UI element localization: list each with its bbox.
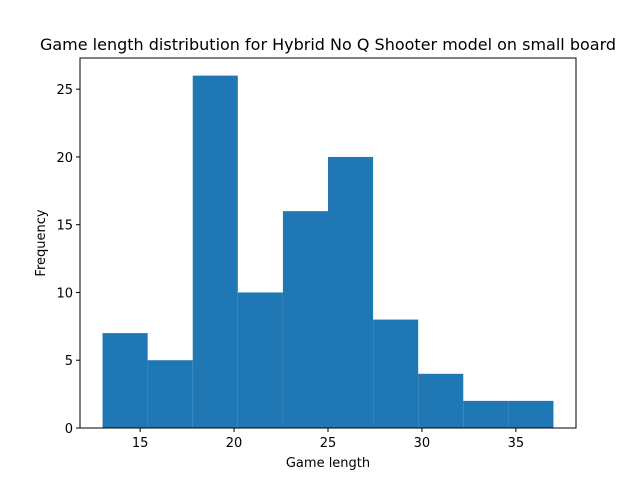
x-tick-label: 30 <box>414 436 431 451</box>
histogram-bar <box>418 373 464 428</box>
bars-group <box>102 75 554 428</box>
y-tick-label: 25 <box>56 83 73 98</box>
histogram-bar <box>282 211 328 428</box>
histogram-bar <box>463 400 509 428</box>
histogram-bar <box>192 75 238 428</box>
x-tick-label: 15 <box>132 436 149 451</box>
y-tick-label: 10 <box>56 286 73 301</box>
x-axis-ticks: 15 20 25 30 35 <box>132 428 524 451</box>
x-tick-label: 35 <box>508 436 525 451</box>
y-tick-label: 0 <box>65 422 73 437</box>
y-tick-label: 5 <box>65 354 73 369</box>
histogram-bar <box>147 360 193 428</box>
y-tick-label: 15 <box>56 219 73 234</box>
y-axis-label: Frequency <box>34 209 49 276</box>
histogram-bar <box>237 292 283 428</box>
x-tick-label: 20 <box>226 436 243 451</box>
x-tick-label: 25 <box>320 436 337 451</box>
y-axis-ticks: 0 5 10 15 20 25 <box>56 83 80 437</box>
chart-title: Game length distribution for Hybrid No Q… <box>40 35 616 54</box>
x-axis-label: Game length <box>286 456 370 471</box>
histogram-bar <box>328 156 374 428</box>
histogram-bar <box>508 400 554 428</box>
plot-frame <box>79 57 577 429</box>
y-tick-label: 20 <box>56 151 73 166</box>
histogram-bar <box>373 319 419 428</box>
histogram-bar <box>102 333 148 428</box>
